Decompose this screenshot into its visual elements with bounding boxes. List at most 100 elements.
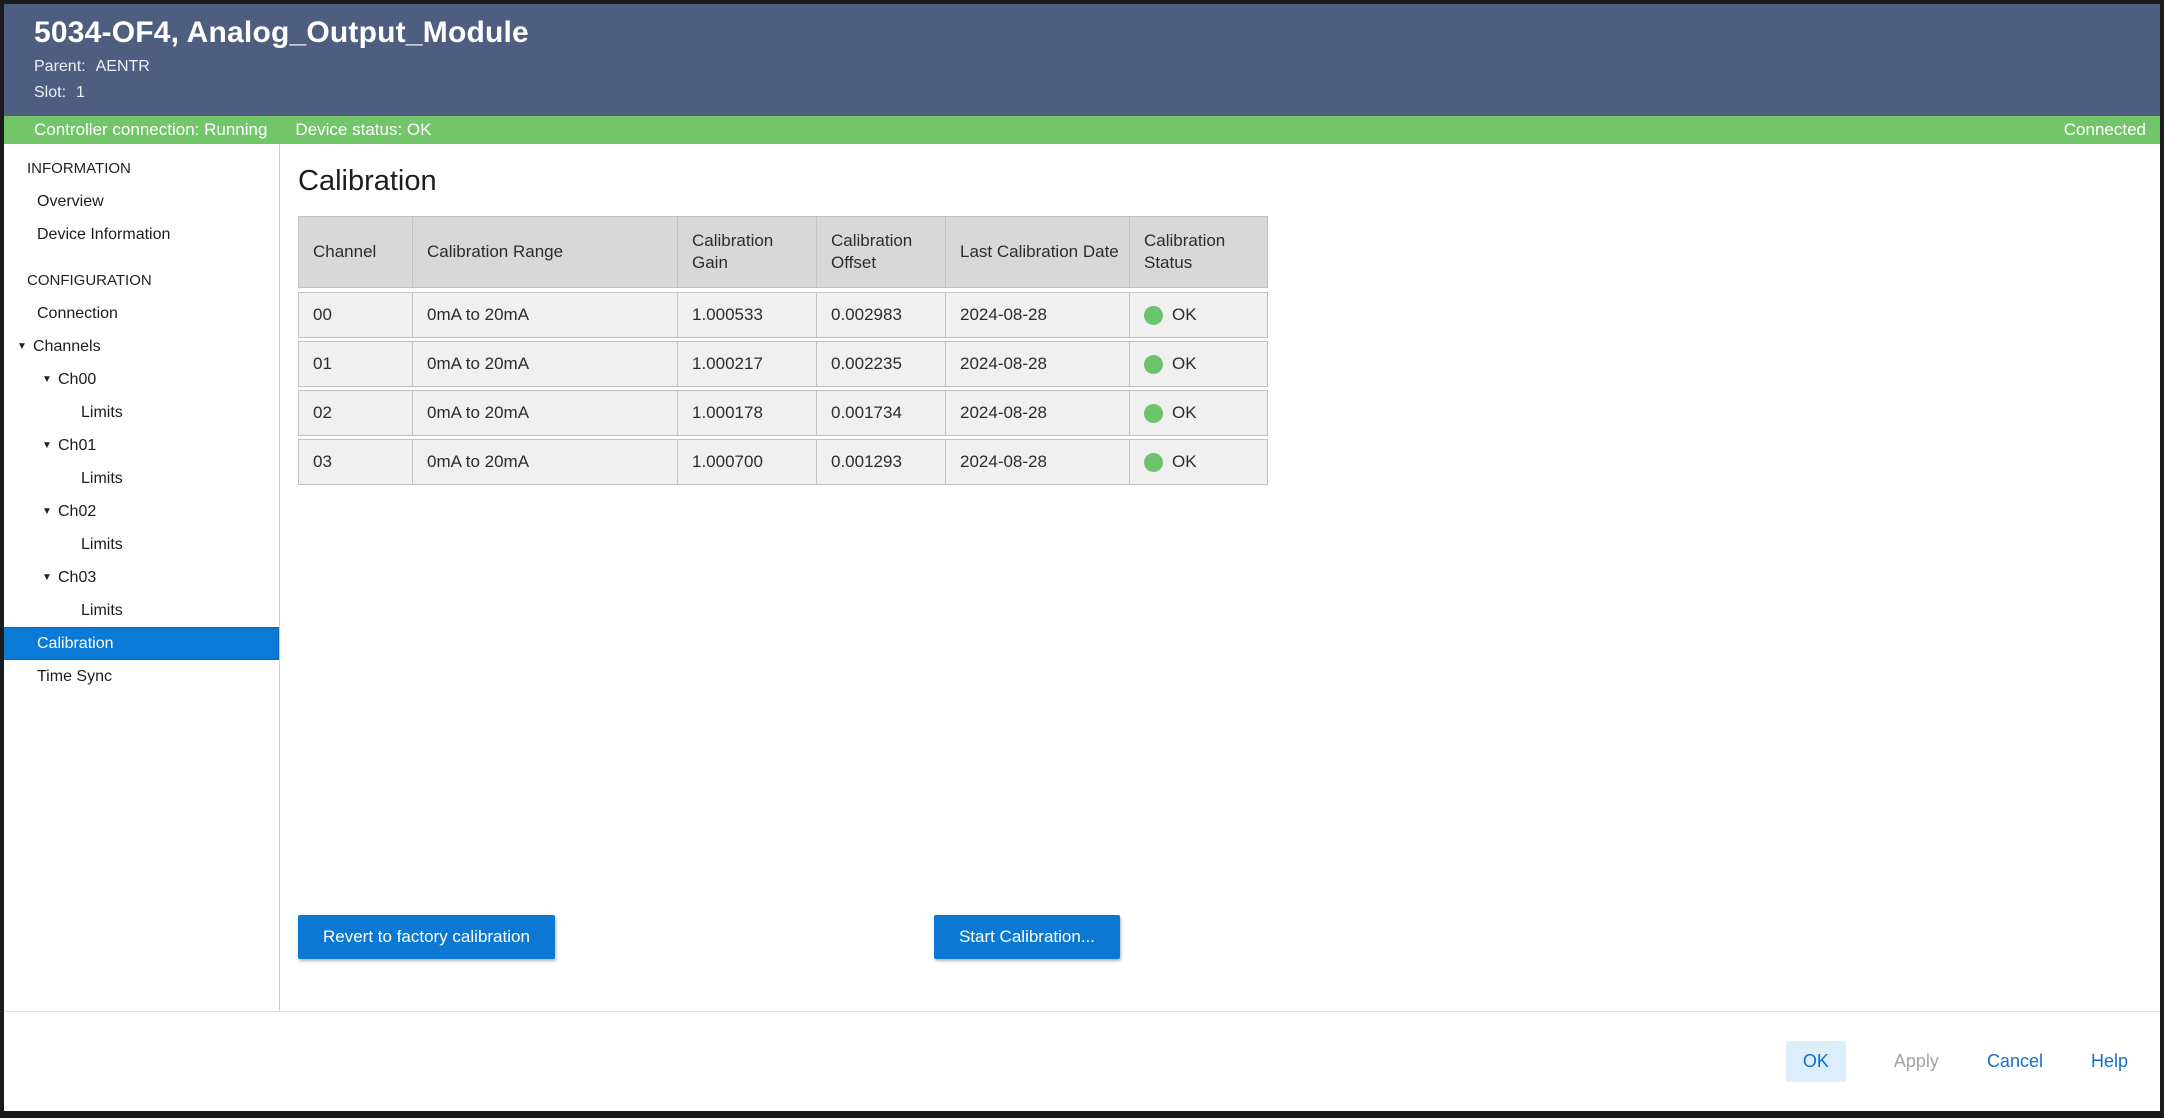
sidebar-item-ch03-limits[interactable]: Limits	[4, 594, 279, 627]
cell-offset: 0.002983	[817, 293, 946, 337]
revert-factory-calibration-button[interactable]: Revert to factory calibration	[298, 915, 555, 959]
cell-status: OK	[1130, 440, 1269, 484]
sidebar-item-ch00[interactable]: ▼ Ch00	[4, 363, 279, 396]
sidebar-item-time-sync[interactable]: Time Sync	[4, 660, 279, 693]
sidebar-item-label: Ch03	[58, 561, 96, 594]
main-content: Calibration Channel Calibration Range Ca…	[280, 144, 2160, 1011]
cell-channel: 02	[299, 391, 413, 435]
cell-gain: 1.000178	[678, 391, 817, 435]
sidebar-item-label: Channels	[33, 330, 101, 363]
collapse-arrow-icon[interactable]: ▼	[42, 429, 58, 462]
connection-state-badge: Connected	[2064, 120, 2146, 140]
cell-offset: 0.002235	[817, 342, 946, 386]
status-label: OK	[1172, 353, 1197, 375]
table-row: 01 0mA to 20mA 1.000217 0.002235 2024-08…	[298, 341, 1268, 387]
module-properties-window: 5034-OF4, Analog_Output_Module Parent: AE…	[0, 0, 2164, 1118]
status-label: OK	[1172, 304, 1197, 326]
sidebar-item-label: Overview	[37, 185, 104, 218]
sidebar-item-label: Time Sync	[37, 660, 112, 693]
sidebar-item-device-information[interactable]: Device Information	[4, 218, 279, 251]
sidebar-item-ch02-limits[interactable]: Limits	[4, 528, 279, 561]
cell-channel: 03	[299, 440, 413, 484]
sidebar-item-ch01-limits[interactable]: Limits	[4, 462, 279, 495]
sidebar-item-calibration[interactable]: Calibration	[4, 627, 279, 660]
cell-range: 0mA to 20mA	[413, 342, 678, 386]
table-row: 02 0mA to 20mA 1.000178 0.001734 2024-08…	[298, 390, 1268, 436]
cell-gain: 1.000217	[678, 342, 817, 386]
parent-line: Parent: AENTR	[34, 57, 2130, 76]
sidebar-item-ch03[interactable]: ▼ Ch03	[4, 561, 279, 594]
sidebar-item-ch00-limits[interactable]: Limits	[4, 396, 279, 429]
sidebar-item-label: Ch00	[58, 363, 96, 396]
status-label: OK	[1172, 451, 1197, 473]
sidebar-item-label: Connection	[37, 297, 118, 330]
help-button[interactable]: Help	[2091, 1051, 2128, 1072]
calibration-actions: Revert to factory calibration Start Cali…	[298, 915, 1120, 959]
sidebar-item-label: Limits	[81, 528, 123, 561]
sidebar-section-information: INFORMATION	[4, 152, 279, 185]
titlebar: 5034-OF4, Analog_Output_Module Parent: AE…	[4, 4, 2160, 116]
sidebar-section-configuration: CONFIGURATION	[4, 264, 279, 297]
parent-value: AENTR	[96, 58, 150, 75]
cell-status: OK	[1130, 391, 1269, 435]
status-ok-icon	[1144, 355, 1163, 374]
cell-channel: 00	[299, 293, 413, 337]
cell-date: 2024-08-28	[946, 391, 1130, 435]
slot-line: Slot: 1	[34, 83, 2130, 102]
table-header-row: Channel Calibration Range Calibration Ga…	[298, 216, 1268, 288]
sidebar-nav: INFORMATION Overview Device Information …	[4, 144, 280, 1011]
sidebar-item-label: Device Information	[37, 218, 170, 251]
start-calibration-button[interactable]: Start Calibration...	[934, 915, 1120, 959]
column-header-status: Calibration Status	[1130, 217, 1269, 287]
status-ok-icon	[1144, 404, 1163, 423]
cell-status: OK	[1130, 342, 1269, 386]
table-row: 00 0mA to 20mA 1.000533 0.002983 2024-08…	[298, 292, 1268, 338]
column-header-offset: Calibration Offset	[817, 217, 946, 287]
apply-button[interactable]: Apply	[1894, 1051, 1939, 1072]
window-body: INFORMATION Overview Device Information …	[4, 144, 2160, 1011]
cell-range: 0mA to 20mA	[413, 391, 678, 435]
cell-range: 0mA to 20mA	[413, 440, 678, 484]
table-row: 03 0mA to 20mA 1.000700 0.001293 2024-08…	[298, 439, 1268, 485]
status-ok-icon	[1144, 453, 1163, 472]
sidebar-item-label: Ch01	[58, 429, 96, 462]
sidebar-item-label: Limits	[81, 462, 123, 495]
status-label: OK	[1172, 402, 1197, 424]
parent-label: Parent:	[34, 58, 86, 75]
collapse-arrow-icon[interactable]: ▼	[42, 495, 58, 528]
collapse-arrow-icon[interactable]: ▼	[42, 363, 58, 396]
cell-date: 2024-08-28	[946, 440, 1130, 484]
column-header-gain: Calibration Gain	[678, 217, 817, 287]
cancel-button[interactable]: Cancel	[1987, 1051, 2043, 1072]
sidebar-item-overview[interactable]: Overview	[4, 185, 279, 218]
cell-gain: 1.000533	[678, 293, 817, 337]
connection-status-bar: Controller connection: Running Device st…	[4, 116, 2160, 144]
sidebar-item-label: Limits	[81, 594, 123, 627]
dialog-footer: OK Apply Cancel Help	[4, 1011, 2160, 1111]
status-ok-icon	[1144, 306, 1163, 325]
cell-date: 2024-08-28	[946, 342, 1130, 386]
sidebar-item-channels[interactable]: ▼ Channels	[4, 330, 279, 363]
controller-connection-status: Controller connection: Running	[34, 120, 267, 140]
sidebar-item-label: Limits	[81, 396, 123, 429]
sidebar-item-ch01[interactable]: ▼ Ch01	[4, 429, 279, 462]
cell-range: 0mA to 20mA	[413, 293, 678, 337]
window-title: 5034-OF4, Analog_Output_Module	[34, 16, 2130, 50]
calibration-table: Channel Calibration Range Calibration Ga…	[298, 216, 1268, 485]
column-header-channel: Channel	[299, 217, 413, 287]
sidebar-item-connection[interactable]: Connection	[4, 297, 279, 330]
collapse-arrow-icon[interactable]: ▼	[17, 330, 33, 363]
sidebar-item-ch02[interactable]: ▼ Ch02	[4, 495, 279, 528]
cell-date: 2024-08-28	[946, 293, 1130, 337]
column-header-date: Last Calibration Date	[946, 217, 1130, 287]
cell-gain: 1.000700	[678, 440, 817, 484]
slot-value: 1	[76, 84, 85, 101]
cell-channel: 01	[299, 342, 413, 386]
slot-label: Slot:	[34, 84, 66, 101]
sidebar-item-label: Ch02	[58, 495, 96, 528]
sidebar-item-label: Calibration	[37, 627, 113, 660]
column-header-range: Calibration Range	[413, 217, 678, 287]
cell-offset: 0.001293	[817, 440, 946, 484]
ok-button[interactable]: OK	[1786, 1041, 1846, 1082]
collapse-arrow-icon[interactable]: ▼	[42, 561, 58, 594]
